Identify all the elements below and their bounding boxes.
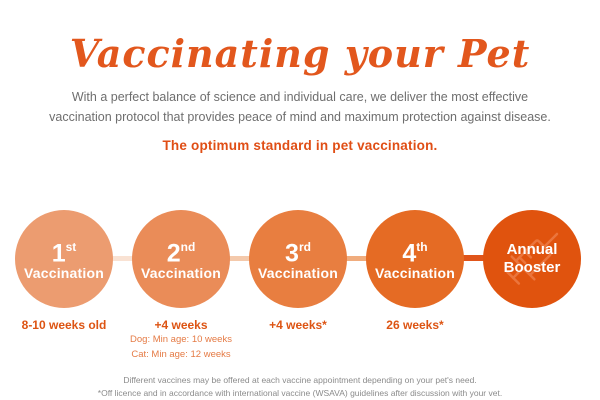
- step-label: Vaccination: [140, 264, 221, 281]
- timeline-step-5: Annual Booster: [462, 210, 600, 308]
- step-note: 8-10 weeks old: [21, 318, 107, 332]
- step-label: Vaccination: [374, 264, 455, 281]
- page-title: Vaccinating your Pet: [69, 31, 531, 76]
- step-label: Vaccination: [23, 264, 104, 281]
- step-circle-2: 2nd Vaccination: [132, 210, 230, 308]
- booster-label-line-1: Annual: [506, 241, 558, 258]
- vaccination-infographic: Vaccinating your Pet With a perfect bala…: [0, 30, 600, 400]
- step-number: 3rd: [285, 239, 311, 268]
- step-note: +4 weeks*: [269, 318, 327, 332]
- intro-text: With a perfect balance of science and in…: [0, 87, 600, 127]
- step-number: 1st: [51, 239, 77, 268]
- footnotes: Different vaccines may be offered at eac…: [0, 374, 600, 400]
- step-number: 4th: [402, 239, 428, 268]
- timeline-connector-1: [104, 256, 141, 261]
- syringe-icon: [506, 232, 559, 285]
- booster-label-line-2: Booster: [503, 259, 561, 276]
- timeline-connector-2: [221, 256, 258, 261]
- step-number: 2nd: [166, 239, 196, 268]
- tagline: The optimum standard in pet vaccination.: [162, 138, 438, 153]
- step-label: Vaccination: [257, 264, 338, 281]
- step-circle-annual-booster: Annual Booster: [483, 210, 581, 308]
- step-note: 26 weeks*: [386, 318, 444, 332]
- timeline-connector-3: [338, 256, 375, 261]
- step-note: +4 weeks: [154, 318, 208, 332]
- footnote-2: *Off licence and in accordance with inte…: [97, 388, 503, 398]
- timeline-step-3: 3rd Vaccination +4 weeks*: [228, 210, 368, 332]
- footnote-1: Different vaccines may be offered at eac…: [123, 375, 477, 385]
- vaccination-timeline: 1st Vaccination 8-10 weeks old 2nd Vacci…: [0, 210, 600, 360]
- timeline-step-1: 1st Vaccination 8-10 weeks old: [0, 210, 134, 332]
- step-circle-4: 4th Vaccination: [366, 210, 464, 308]
- timeline-connector-4: [455, 255, 492, 261]
- intro-line-1: With a perfect balance of science and in…: [71, 90, 529, 104]
- intro-line-2: vaccination protocol that provides peace…: [49, 110, 551, 124]
- timeline-step-2: 2nd Vaccination +4 weeks Dog: Min age: 1…: [111, 210, 251, 361]
- step-circle-1: 1st Vaccination: [15, 210, 113, 308]
- step-subnote-cat: Cat: Min age: 12 weeks: [131, 348, 231, 360]
- step-subnote-dog: Dog: Min age: 10 weeks: [130, 334, 232, 345]
- step-circle-3: 3rd Vaccination: [249, 210, 347, 308]
- timeline-step-4: 4th Vaccination 26 weeks*: [345, 210, 485, 332]
